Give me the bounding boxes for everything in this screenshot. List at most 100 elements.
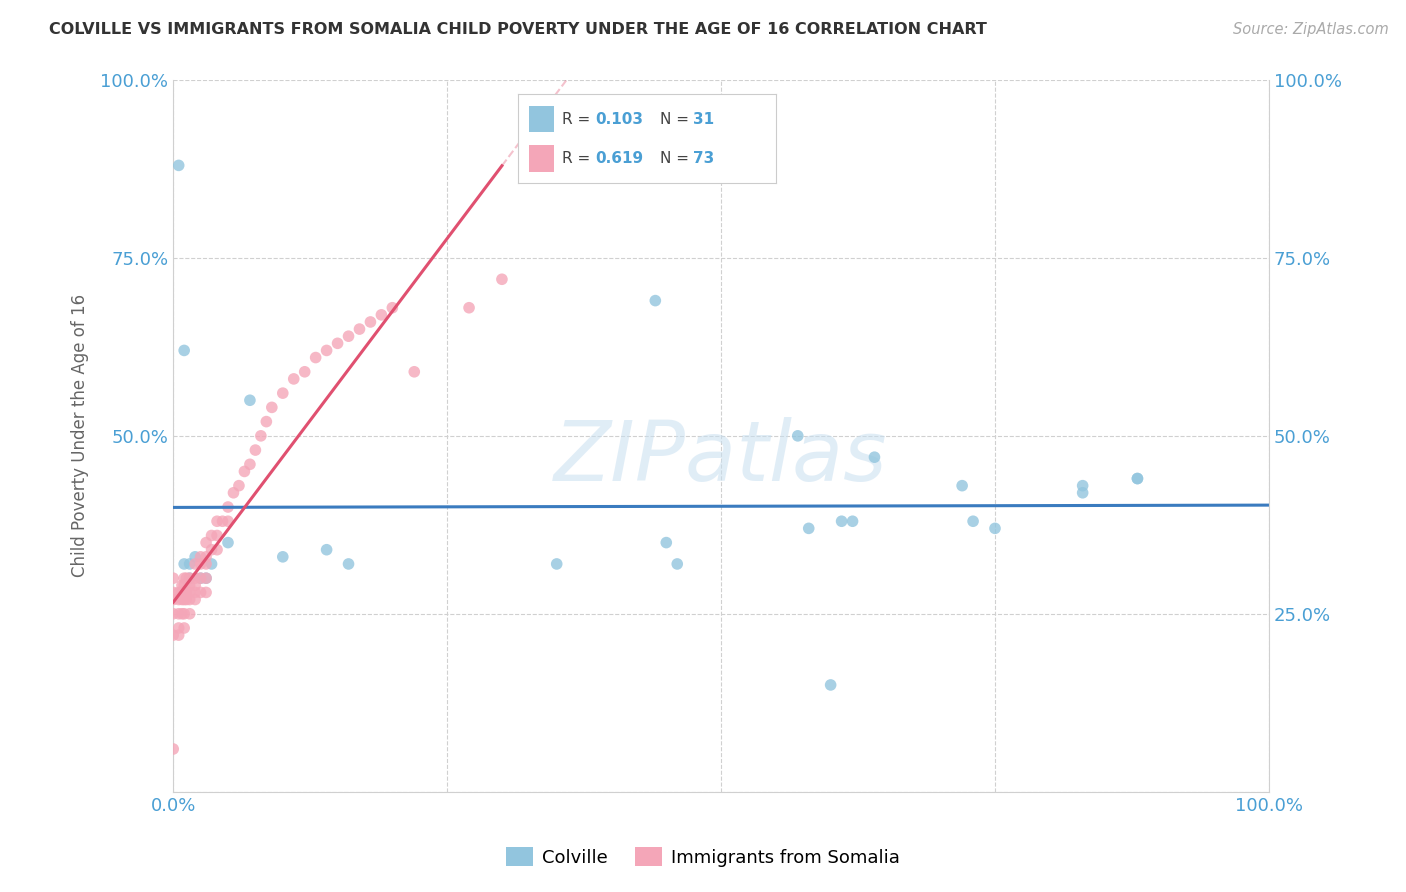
Point	[162, 592, 184, 607]
Point	[170, 578, 193, 592]
Point	[1126, 471, 1149, 485]
Point	[239, 458, 262, 472]
Point	[217, 514, 239, 528]
Point	[381, 301, 404, 315]
Point	[337, 329, 360, 343]
Point	[190, 557, 212, 571]
Point	[162, 571, 184, 585]
Point	[820, 678, 842, 692]
Point	[370, 308, 392, 322]
Point	[167, 621, 190, 635]
Point	[254, 415, 277, 429]
Point	[831, 514, 853, 528]
Point	[162, 628, 184, 642]
Point	[176, 571, 198, 585]
Point	[222, 485, 245, 500]
Point	[162, 585, 184, 599]
Point	[184, 592, 207, 607]
Point	[841, 514, 863, 528]
Point	[217, 535, 239, 549]
Text: COLVILLE VS IMMIGRANTS FROM SOMALIA CHILD POVERTY UNDER THE AGE OF 16 CORRELATIO: COLVILLE VS IMMIGRANTS FROM SOMALIA CHIL…	[49, 22, 987, 37]
Point	[167, 628, 190, 642]
Point	[195, 571, 218, 585]
Point	[984, 521, 1007, 535]
Point	[205, 514, 228, 528]
Point	[271, 386, 294, 401]
Point	[797, 521, 820, 535]
Point	[245, 443, 267, 458]
Point	[184, 578, 207, 592]
Point	[233, 465, 256, 479]
Point	[176, 585, 198, 599]
Point	[260, 401, 283, 415]
Point	[205, 528, 228, 542]
Point	[315, 343, 337, 358]
Point	[283, 372, 305, 386]
Point	[305, 351, 328, 365]
Point	[546, 557, 568, 571]
Point	[271, 549, 294, 564]
Point	[326, 336, 349, 351]
Point	[1126, 471, 1149, 485]
Text: Source: ZipAtlas.com: Source: ZipAtlas.com	[1233, 22, 1389, 37]
Point	[179, 585, 201, 599]
Point	[228, 478, 250, 492]
Point	[655, 535, 678, 549]
Point	[200, 542, 222, 557]
Point	[173, 607, 195, 621]
Point	[173, 343, 195, 358]
Point	[184, 549, 207, 564]
Point	[173, 592, 195, 607]
Point	[173, 621, 195, 635]
Point	[195, 585, 218, 599]
Point	[349, 322, 371, 336]
Point	[1071, 485, 1094, 500]
Point	[173, 571, 195, 585]
Point	[195, 571, 218, 585]
Point	[294, 365, 316, 379]
Point	[190, 585, 212, 599]
Point	[1071, 478, 1094, 492]
Point	[863, 450, 886, 465]
Point	[644, 293, 666, 308]
Point	[173, 578, 195, 592]
Point	[195, 535, 218, 549]
Point	[167, 592, 190, 607]
Point	[404, 365, 426, 379]
Text: ZIPatlas: ZIPatlas	[554, 417, 887, 498]
Point	[458, 301, 481, 315]
Point	[195, 549, 218, 564]
Point	[195, 557, 218, 571]
Point	[491, 272, 513, 286]
Point	[179, 557, 201, 571]
Point	[217, 500, 239, 514]
Point	[315, 542, 337, 557]
Point	[173, 585, 195, 599]
Point	[666, 557, 689, 571]
Y-axis label: Child Poverty Under the Age of 16: Child Poverty Under the Age of 16	[72, 294, 89, 577]
Point	[184, 557, 207, 571]
Point	[184, 585, 207, 599]
Point	[239, 393, 262, 408]
Point	[179, 578, 201, 592]
Point	[200, 557, 222, 571]
Point	[190, 571, 212, 585]
Point	[179, 571, 201, 585]
Point	[162, 742, 184, 756]
Point	[173, 557, 195, 571]
Point	[162, 607, 184, 621]
Point	[190, 571, 212, 585]
Point	[176, 592, 198, 607]
Point	[179, 571, 201, 585]
Point	[170, 585, 193, 599]
Point	[190, 549, 212, 564]
Point	[950, 478, 973, 492]
Point	[200, 528, 222, 542]
Point	[179, 607, 201, 621]
Point	[337, 557, 360, 571]
Point	[167, 607, 190, 621]
Point	[359, 315, 381, 329]
Point	[211, 514, 233, 528]
Point	[170, 592, 193, 607]
Point	[167, 158, 190, 172]
